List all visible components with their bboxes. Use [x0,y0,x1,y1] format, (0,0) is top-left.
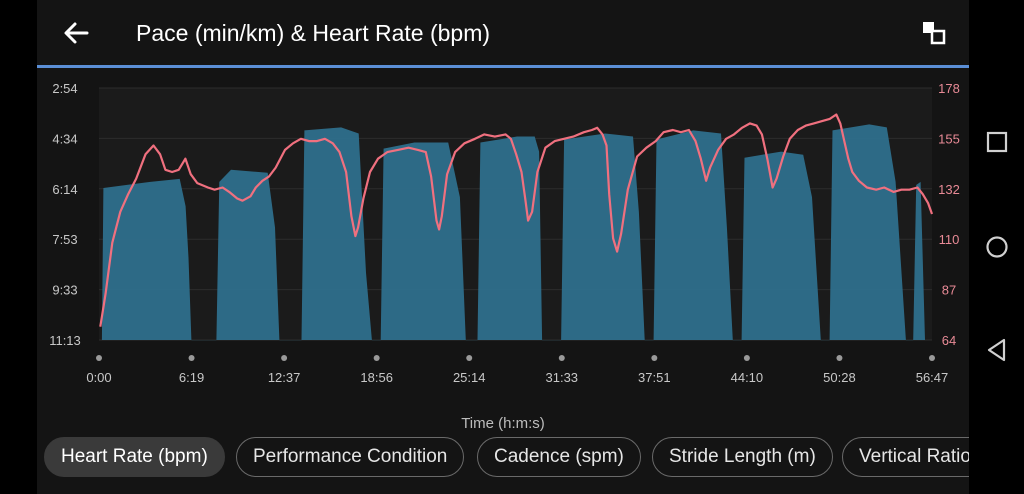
arrow-left-icon[interactable] [61,18,91,48]
x-axis-label: Time (h:m:s) [461,415,545,432]
activity-chart-screen: Pace (min/km) & Heart Rate (bpm) 2:54 4:3… [37,0,969,494]
y-left-tick-label: 7:53 [52,232,77,247]
y-right-tick-label: 132 [938,182,960,197]
x-tick-label: 56:47 [916,370,949,385]
fullscreen-toggle-icon[interactable] [921,20,947,46]
x-tick-label: 6:19 [179,370,204,385]
x-tick-dot [188,355,195,361]
pace-heart-rate-chart[interactable]: 2:54 4:34 6:14 7:53 9:33 11:13 178 155 132 110 87 6… [37,68,969,400]
home-circle-icon[interactable] [982,232,1012,262]
y-right-tick-label: 178 [938,81,960,96]
metric-chip-heart-rate-bpm[interactable]: Heart Rate (bpm) [44,437,225,477]
y-right-tick-label: 110 [939,232,960,247]
y-right-tick-label: 64 [942,333,956,348]
metric-selector: Heart Rate (bpm) Performance Condition Cad… [37,437,969,479]
y-left-tick-label: 11:13 [49,333,81,348]
x-tick-label: 44:10 [731,370,764,385]
recents-square-icon[interactable] [982,127,1012,157]
android-nav-bar [969,0,1024,494]
x-tick-dot [466,355,473,361]
metric-chip-stride-length-m[interactable]: Stride Length (m) [652,437,833,477]
x-tick-dot [929,355,935,361]
metric-chip-cadence-spm[interactable]: Cadence (spm) [477,437,641,477]
back-triangle-icon[interactable] [982,335,1012,365]
app-bar: Pace (min/km) & Heart Rate (bpm) [37,0,969,66]
x-tick-dot [651,355,658,361]
x-tick-label: 31:33 [546,370,579,385]
metric-chip-vertical-ratio[interactable]: Vertical Ratio [842,437,969,477]
pace-area-series [101,124,925,341]
x-tick-dot [558,355,565,361]
x-tick-label: 0:00 [86,370,111,385]
x-tick-label: 18:56 [360,370,393,385]
x-tick-dot [743,355,750,361]
x-tick-label: 25:14 [453,370,486,385]
y-left-tick-label: 2:54 [52,81,77,96]
y-right-tick-label: 87 [942,283,956,298]
x-tick-label: 12:37 [268,370,301,385]
x-tick-dot [96,355,102,361]
y-right-tick-label: 155 [938,131,960,146]
metric-chip-performance-condition[interactable]: Performance Condition [236,437,465,477]
x-tick-dot [281,355,288,361]
heart-rate-line-series [99,113,934,327]
y-left-tick-label: 6:14 [52,182,77,197]
x-tick-dot [373,355,380,361]
x-tick-label: 37:51 [638,370,671,385]
page-title: Pace (min/km) & Heart Rate (bpm) [136,20,491,46]
y-left-tick-label: 9:33 [52,283,77,298]
x-tick-label: 50:28 [823,370,856,385]
y-left-tick-label: 4:34 [52,131,77,146]
header-accent-line [37,65,969,68]
x-tick-dot [836,355,843,361]
